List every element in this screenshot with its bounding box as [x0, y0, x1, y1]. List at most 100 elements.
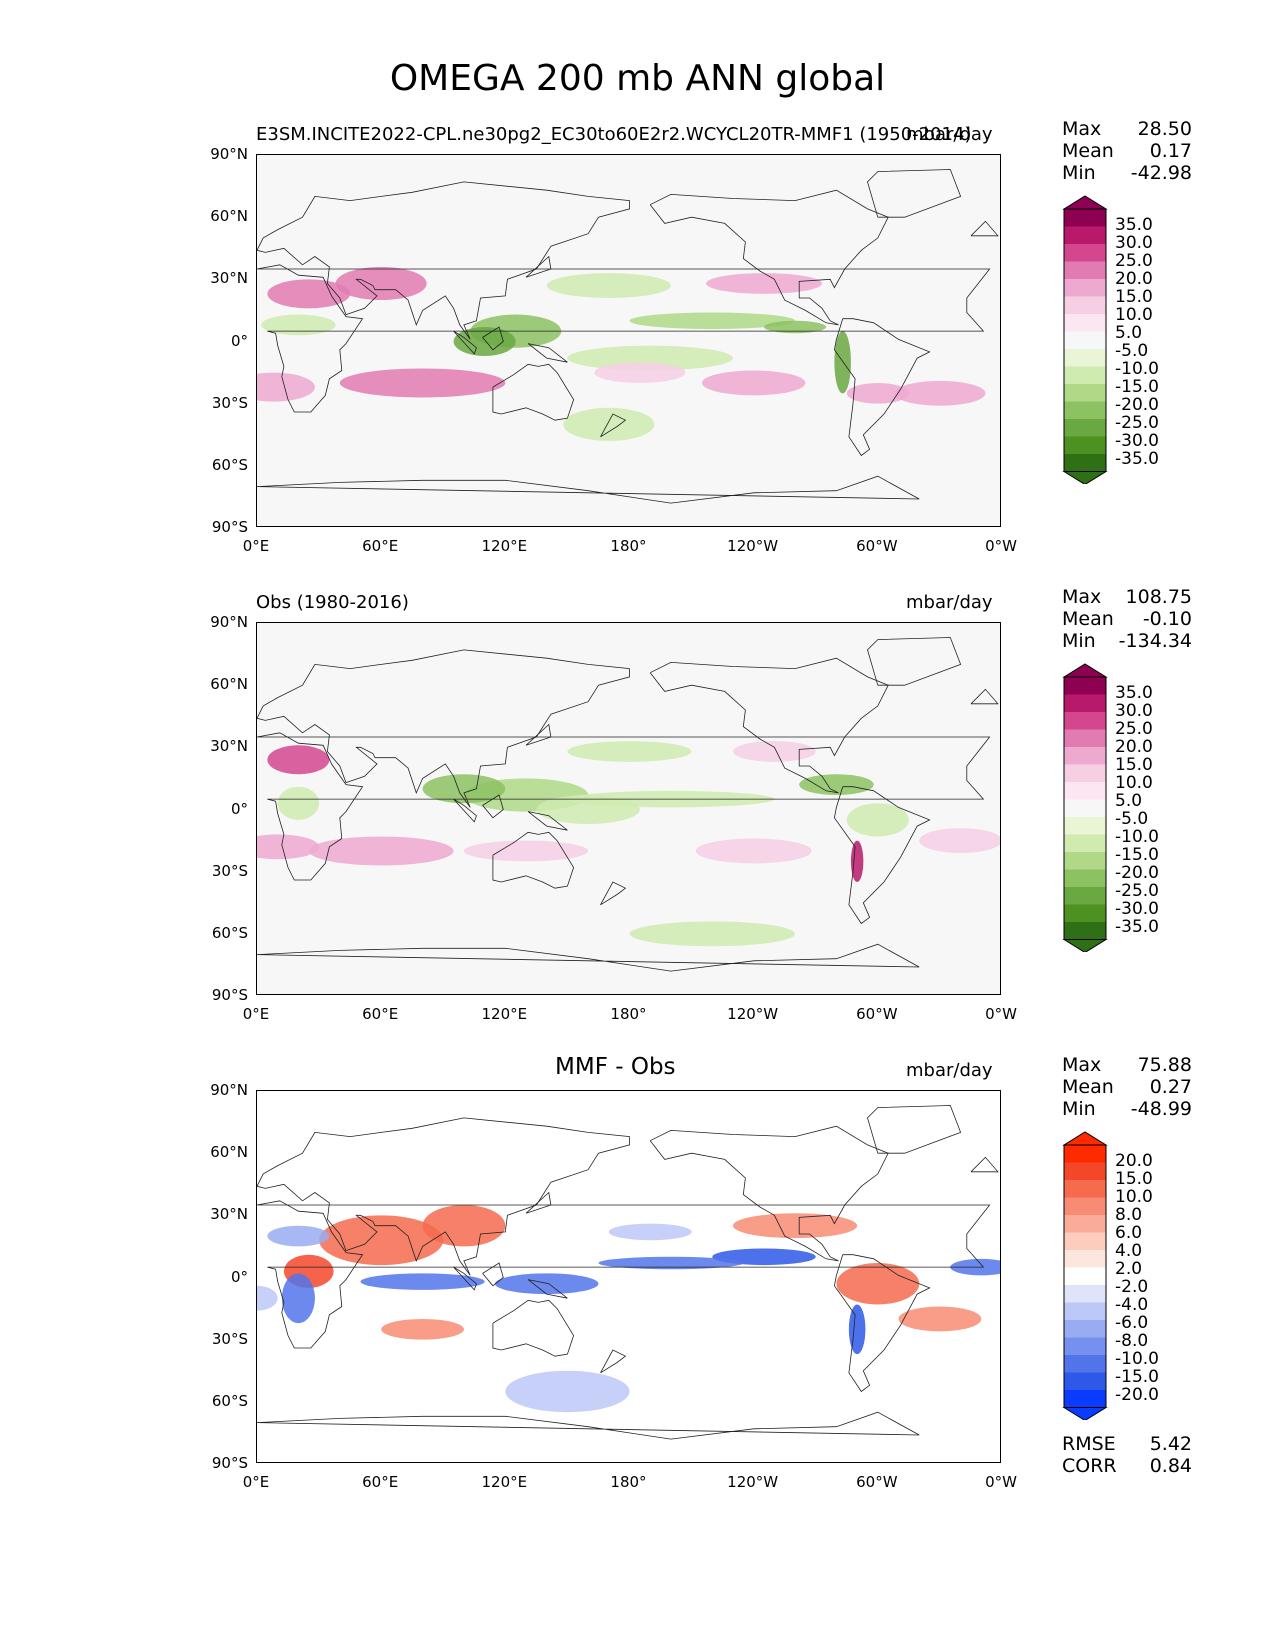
coastline	[453, 798, 477, 823]
lon-tick-label: 120°E	[481, 1005, 528, 1023]
coastline	[649, 189, 889, 326]
field-blob	[894, 380, 986, 406]
colorbar-segment	[1064, 869, 1106, 888]
coastline	[527, 343, 568, 363]
field-blob	[422, 774, 506, 804]
colorbar-tick-label: -10.0	[1115, 359, 1159, 379]
colorbar-segment	[1064, 244, 1106, 262]
lon-tick-label: 0°E	[242, 537, 270, 555]
lat-tick-label: 60°S	[211, 923, 248, 942]
lon-tick-label: 120°W	[727, 1473, 779, 1491]
colorbar-segment	[1064, 729, 1106, 748]
coastline	[257, 181, 630, 340]
coastline	[482, 794, 504, 819]
field-blob	[563, 407, 655, 441]
field-blob	[850, 840, 864, 883]
field-blob	[846, 803, 909, 837]
stat-label: Min	[1062, 162, 1096, 184]
stat-label: Max	[1062, 118, 1102, 140]
colorbar-tick-label: -15.0	[1115, 377, 1159, 397]
stat-label: Max	[1062, 1054, 1102, 1076]
colorbar-segment	[1064, 1337, 1106, 1356]
field-blob	[281, 1273, 315, 1324]
lat-tick-label: 90°S	[211, 986, 248, 1004]
lat-tick-label: 30°S	[211, 861, 248, 880]
field-blob	[360, 1273, 485, 1290]
lon-tick-label: 0°W	[985, 1005, 1017, 1023]
coastline	[492, 1299, 575, 1357]
coastline	[453, 1266, 477, 1291]
colorbar-segment	[1064, 1162, 1106, 1181]
panel-stats: Max 28.50 Mean 0.17 Min -42.98	[1062, 118, 1192, 184]
lat-tick-label: 90°N	[210, 1081, 248, 1099]
map-panel: Obs (1980-2016) mbar/day Max 108.75 Mean -0.1…	[0, 586, 1275, 1056]
lon-tick-label: 60°W	[856, 1473, 898, 1491]
stat-value: -134.34	[1118, 630, 1192, 652]
field-blob	[381, 1318, 464, 1340]
coastline	[527, 1279, 568, 1299]
coastline	[482, 1262, 504, 1287]
field-blob	[764, 320, 827, 334]
field-blob	[732, 1213, 858, 1239]
colorbar-segment	[1064, 331, 1106, 350]
coastline	[833, 786, 931, 925]
lat-tick-label: 60°N	[210, 207, 248, 226]
colorbar-tick-label: 10.0	[1115, 1187, 1153, 1207]
coastline	[525, 255, 552, 278]
map-panel: MMF - Obs mbar/day Max 75.88 Mean 0.27 Min -48.…	[0, 1054, 1275, 1524]
lat-tick-label: 0°	[230, 799, 248, 818]
colorbar-tick-label: -20.0	[1115, 863, 1159, 883]
stat-value: 0.27	[1149, 1076, 1192, 1098]
colorbar-segment	[1064, 1250, 1106, 1268]
colorbar-extend-min	[1062, 1407, 1108, 1420]
field-blob	[567, 345, 733, 371]
colorbar-tick-label: 2.0	[1115, 1259, 1143, 1279]
map-canvas	[257, 1091, 1000, 1462]
map-canvas	[257, 155, 1000, 526]
map-plot	[256, 622, 1001, 995]
colorbar-segment	[1064, 279, 1106, 297]
colorbar-segment	[1064, 366, 1106, 385]
colorbar-segment	[1064, 226, 1106, 245]
colorbar-tick-label: -25.0	[1115, 413, 1159, 433]
panel-units: mbar/day	[906, 1060, 993, 1081]
colorbar-segment	[1064, 1390, 1106, 1408]
colorbar-extend-min	[1062, 939, 1108, 952]
stat-value: 0.84	[1149, 1455, 1192, 1477]
lon-tick-label: 60°E	[362, 537, 399, 555]
field-blob	[848, 1304, 866, 1355]
panel-stats: Max 108.75 Mean -0.10 Min -134.34	[1062, 586, 1192, 652]
colorbar-tick-label: 25.0	[1115, 251, 1153, 271]
colorbar-segment	[1064, 677, 1106, 695]
colorbar-tick-label: -20.0	[1115, 1385, 1159, 1405]
colorbar	[1062, 663, 1108, 952]
lon-tick-label: 60°E	[362, 1473, 399, 1491]
colorbar-tick-label: -2.0	[1115, 1277, 1149, 1297]
field-blob	[546, 273, 671, 298]
coastline	[525, 1191, 552, 1214]
coastline	[257, 1200, 991, 1349]
colorbar-segment	[1064, 1215, 1106, 1233]
field-blob	[267, 279, 351, 309]
colorbar-tick-label: -20.0	[1115, 395, 1159, 415]
colorbar-tick-label: -15.0	[1115, 1367, 1159, 1387]
coastline	[482, 326, 504, 351]
field-blob	[701, 370, 806, 396]
coastline	[970, 688, 999, 705]
coastline	[257, 1411, 920, 1440]
panel-title-center: MMF - Obs	[555, 1054, 676, 1080]
field-blob	[846, 382, 909, 404]
field-blob	[695, 838, 812, 864]
colorbar-tick-label: 15.0	[1115, 755, 1153, 775]
colorbar-tick-label: -10.0	[1115, 1349, 1159, 1369]
colorbar-tick-label: 35.0	[1115, 683, 1153, 703]
colorbar-segment	[1064, 747, 1106, 765]
lon-tick-label: 180°	[610, 1005, 647, 1023]
colorbar-tick-label: -35.0	[1115, 917, 1159, 937]
colorbar-segment	[1064, 1355, 1106, 1373]
lon-tick-label: 60°E	[362, 1005, 399, 1023]
colorbar-tick-label: -10.0	[1115, 827, 1159, 847]
colorbar-segment	[1064, 401, 1106, 420]
lat-tick-label: 30°S	[211, 1329, 248, 1348]
panel-stats: Max 75.88 Mean 0.27 Min -48.99	[1062, 1054, 1192, 1120]
